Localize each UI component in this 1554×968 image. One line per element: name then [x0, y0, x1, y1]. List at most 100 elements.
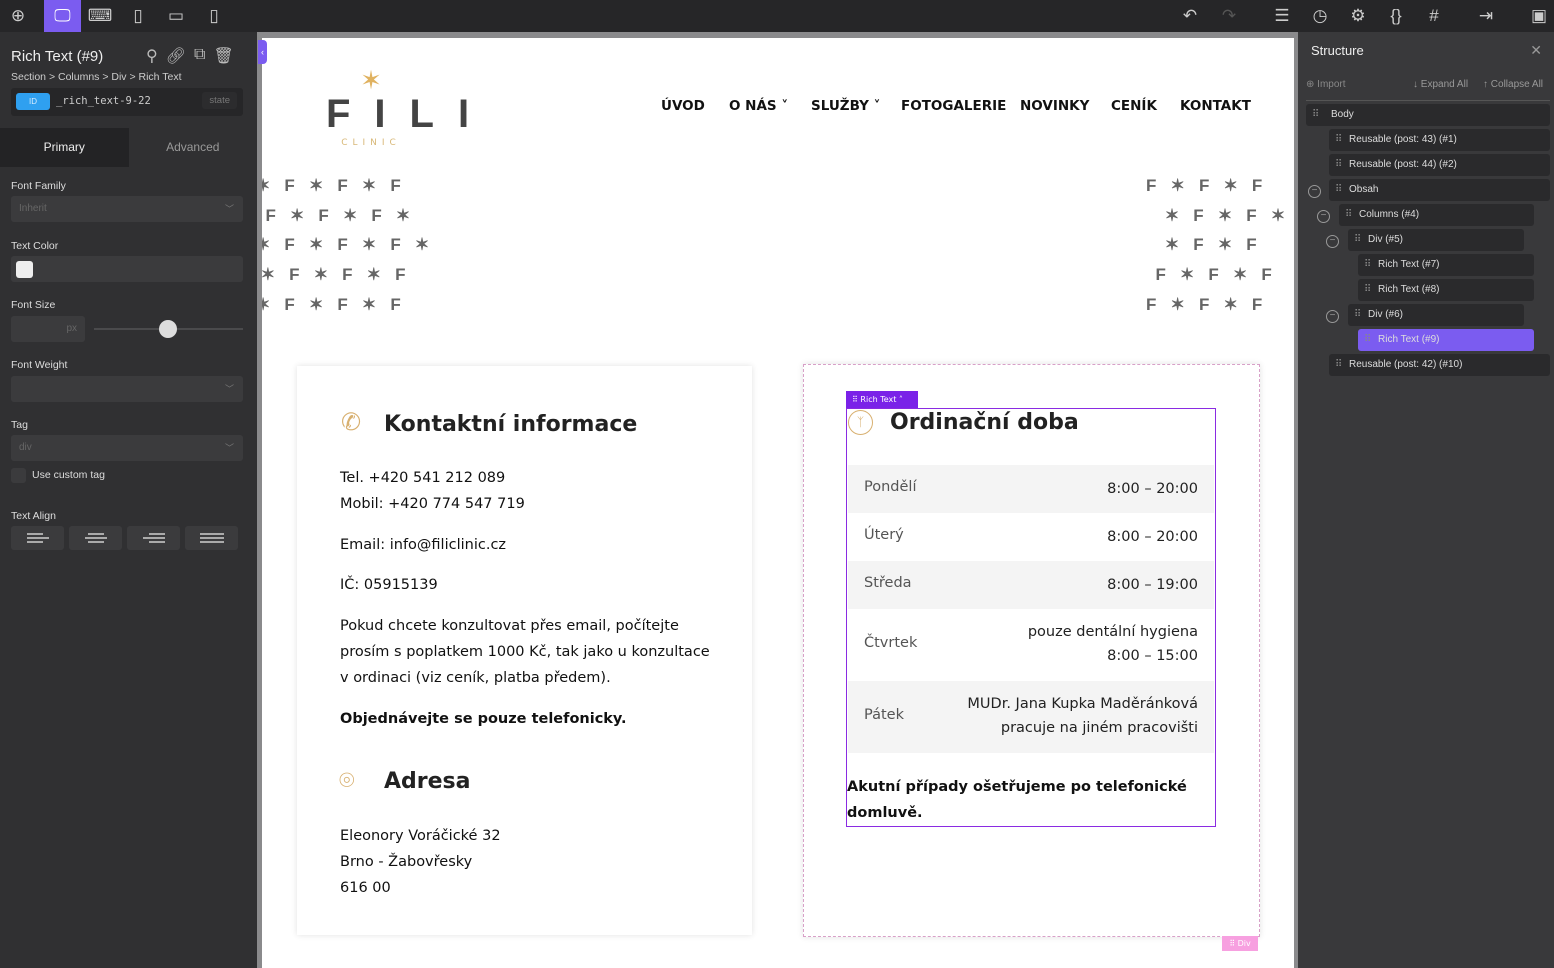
- contact-title: Kontaktní informace: [384, 412, 638, 437]
- code-icon[interactable]: {}: [1390, 6, 1402, 25]
- undo-icon[interactable]: ↶: [1182, 6, 1198, 25]
- font-family-label: Font Family: [11, 180, 66, 192]
- id-value[interactable]: _rich_text-9-22: [56, 95, 151, 107]
- structure-title: Structure: [1311, 43, 1364, 58]
- link-icon[interactable]: 🔗︎: [165, 48, 187, 65]
- font-weight-select[interactable]: ﹀: [11, 376, 243, 402]
- tag-value: div: [19, 442, 32, 453]
- collapse-panel-handle[interactable]: ‹: [258, 40, 267, 64]
- nav-kontakt[interactable]: KONTAKT: [1180, 98, 1251, 114]
- div-tag[interactable]: ⠿ Div: [1222, 936, 1258, 951]
- collapse-node-icon[interactable]: −: [1326, 235, 1339, 248]
- tree-node[interactable]: Rich Text (#8): [1358, 279, 1534, 301]
- align-justify-button[interactable]: [185, 526, 238, 550]
- duplicate-icon[interactable]: ⧉: [194, 46, 206, 63]
- location-pin-icon: ⌾: [339, 766, 355, 796]
- collapse-all-button[interactable]: ↑ Collapse All: [1483, 79, 1544, 90]
- import-button[interactable]: ⊕ Import: [1306, 79, 1346, 90]
- add-icon[interactable]: ⊕: [10, 6, 26, 25]
- font-weight-label: Font Weight: [11, 359, 68, 371]
- address-title: Adresa: [384, 769, 471, 794]
- div-selection-outline: [803, 364, 1260, 937]
- chevron-down-icon: ﹀: [224, 443, 234, 453]
- email-text: Email: info@filiclinic.cz: [340, 537, 507, 553]
- ic-text: IČ: 05915139: [340, 577, 438, 593]
- trash-icon[interactable]: 🗑︎: [213, 48, 234, 65]
- tablet-icon[interactable]: ▯: [133, 6, 143, 25]
- save-icon[interactable]: ▣: [1530, 6, 1548, 25]
- tree-node[interactable]: Reusable (post: 44) (#2): [1329, 154, 1550, 176]
- state-button[interactable]: state: [202, 92, 237, 109]
- laptop-icon[interactable]: ⌨: [87, 6, 113, 25]
- address-line: 616 00: [340, 880, 391, 896]
- phone-text: Tel. +420 541 212 089: [340, 470, 506, 486]
- tree-body[interactable]: Body: [1306, 104, 1550, 126]
- nav-novinky[interactable]: NOVINKY: [1020, 98, 1090, 114]
- contact-card: ✆ Kontaktní informace Tel. +420 541 212 …: [297, 366, 752, 935]
- mobile-icon[interactable]: ▯: [209, 6, 219, 25]
- nav-o-nas[interactable]: O NÁS ˅: [729, 98, 789, 114]
- grid-icon[interactable]: #: [1429, 6, 1439, 25]
- collapse-node-icon[interactable]: −: [1308, 185, 1321, 198]
- tree-node[interactable]: Div (#6): [1348, 304, 1524, 326]
- site-logo[interactable]: ✶ FILI CLINIC: [306, 66, 469, 148]
- slider-handle[interactable]: [159, 320, 177, 338]
- tab-primary[interactable]: Primary: [0, 128, 129, 167]
- breadcrumb: Section > Columns > Div > Rich Text: [11, 71, 182, 83]
- selected-rich-text[interactable]: [846, 408, 1216, 827]
- page-canvas: ✶ FILI CLINIC ÚVOD O NÁS ˅ SLUŽBY ˅ FOTO…: [262, 38, 1294, 968]
- tree-node[interactable]: Reusable (post: 43) (#1): [1329, 129, 1550, 151]
- structure-icon[interactable]: ☰: [1274, 6, 1290, 25]
- star-icon: ✶: [360, 66, 382, 96]
- hierarchy-icon[interactable]: ⚲: [146, 48, 158, 65]
- collapse-node-icon[interactable]: −: [1317, 210, 1330, 223]
- expand-all-button[interactable]: ↓ Expand All: [1413, 79, 1469, 90]
- nav-cenik[interactable]: CENÍK: [1111, 98, 1157, 114]
- nav-sluzby[interactable]: SLUŽBY ˅: [811, 98, 881, 114]
- tree-node-selected[interactable]: Rich Text (#9): [1358, 329, 1534, 351]
- tree-node[interactable]: Rich Text (#7): [1358, 254, 1534, 276]
- element-panel: Rich Text (#9) ⚲ 🔗︎ ⧉ 🗑︎ Section > Colum…: [0, 32, 257, 968]
- tree-node[interactable]: Columns (#4): [1339, 204, 1534, 226]
- element-title: Rich Text (#9): [11, 48, 104, 65]
- hours-row: Úterý 8:00 – 20:00: [864, 527, 1198, 545]
- tag-select[interactable]: div ﹀: [11, 435, 243, 461]
- hours-row: Čtvrtek pouze dentální hygiena 8:00 – 15:…: [864, 624, 1198, 664]
- decorative-pattern-left: ✶ F ✶ F ✶ F F ✶ F ✶ F ✶ ✶ F ✶ F ✶ F ✶ ✶ …: [262, 176, 430, 314]
- phone-only-note: Objednávejte se pouze telefonicky.: [340, 711, 627, 727]
- tree-node[interactable]: Obsah: [1329, 179, 1550, 201]
- tab-advanced[interactable]: Advanced: [166, 140, 220, 154]
- collapse-node-icon[interactable]: −: [1326, 310, 1339, 323]
- custom-tag-checkbox[interactable]: [11, 468, 26, 483]
- text-color-label: Text Color: [11, 240, 59, 252]
- structure-panel: Structure ✕ ⊕ Import ↓ Expand All ↑ Coll…: [1298, 32, 1554, 968]
- tablet-landscape-icon[interactable]: ▭: [167, 6, 185, 25]
- history-icon[interactable]: ◷: [1312, 6, 1328, 25]
- redo-icon[interactable]: ↷: [1221, 6, 1237, 25]
- rich-text-tag[interactable]: ⠿ Rich Text ˄: [846, 391, 918, 408]
- text-color-field[interactable]: [11, 256, 243, 282]
- nav-uvod[interactable]: ÚVOD: [661, 98, 705, 114]
- close-icon[interactable]: ✕: [1530, 42, 1542, 58]
- font-size-input[interactable]: px: [11, 316, 85, 342]
- acute-note: Akutní případy ošetřujeme po telefonické…: [847, 779, 1187, 821]
- exit-icon[interactable]: ⇥: [1478, 6, 1494, 25]
- font-family-select[interactable]: Inherit ﹀: [11, 196, 243, 222]
- id-badge: ID: [16, 93, 50, 110]
- id-field[interactable]: ID _rich_text-9-22 state: [11, 88, 243, 116]
- settings-icon[interactable]: ⚙: [1350, 6, 1366, 25]
- desktop-icon[interactable]: 🖵: [44, 0, 81, 32]
- color-swatch[interactable]: [16, 261, 33, 278]
- align-right-button[interactable]: [127, 526, 180, 550]
- phone-icon: ✆: [341, 408, 362, 436]
- tree-node[interactable]: Reusable (post: 42) (#10): [1329, 354, 1550, 376]
- tree-node[interactable]: Div (#5): [1348, 229, 1524, 251]
- tag-label: Tag: [11, 419, 28, 431]
- chevron-down-icon: ﹀: [224, 384, 234, 394]
- decorative-pattern-right: F ✶ F ✶ F ✶ F ✶ F ✶ ✶ F ✶ F F ✶ F ✶ F F …: [1146, 176, 1286, 314]
- hours-card: [803, 364, 1260, 937]
- align-center-button[interactable]: [69, 526, 122, 550]
- top-toolbar: ⊕ 🖵 ⌨ ▯ ▭ ▯ ↶ ↷ ☰ ◷ ⚙ {} # ⇥ ▣: [0, 0, 1554, 32]
- nav-fotogalerie[interactable]: FOTOGALERIE: [901, 98, 1007, 114]
- align-left-button[interactable]: [11, 526, 64, 550]
